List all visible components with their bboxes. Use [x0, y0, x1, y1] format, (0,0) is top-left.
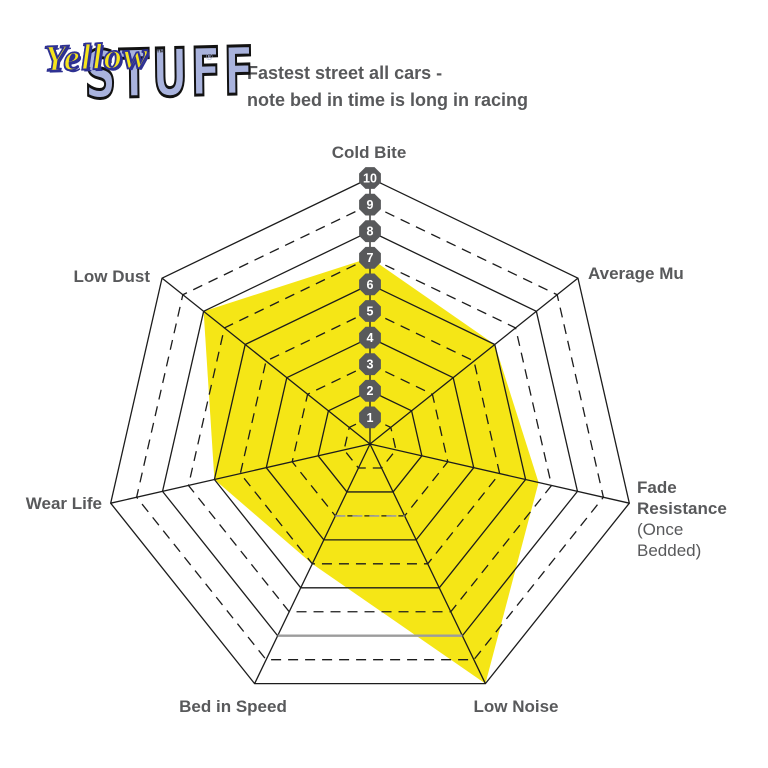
chart-title-line1: Fastest street all cars - — [247, 63, 443, 83]
scale-badge — [359, 273, 381, 296]
scale-badge — [359, 300, 381, 322]
axis-spoke — [369, 277, 579, 445]
axis-spoke — [369, 443, 630, 504]
scale-badge-number: 1 — [367, 411, 374, 425]
scale-badge — [359, 353, 381, 376]
grid-ring — [213, 283, 527, 589]
scale-badge-number: 4 — [367, 331, 374, 345]
scale-badge — [359, 193, 381, 216]
axis-spoke — [369, 443, 486, 684]
grid-ring — [187, 257, 553, 613]
scale-badge-number: 6 — [367, 278, 374, 292]
scale-badge-number: 9 — [367, 198, 374, 212]
scale-badge-number: 3 — [367, 358, 374, 372]
scale-badge — [359, 379, 381, 402]
chart-title-line2: note bed in time is long in racing — [247, 90, 529, 110]
axis-label-fade-sub: (Once Bedded) — [637, 520, 702, 560]
scale-badge-number: 7 — [367, 251, 374, 265]
logo-yellow-text: Yellow — [43, 34, 151, 80]
axis-label-fade-main: Fade Resistance — [637, 478, 727, 518]
scale-badge — [359, 246, 381, 269]
grid-ring — [109, 177, 631, 685]
axis-spoke — [161, 277, 371, 445]
axis-label-low-dust: Low Dust — [73, 267, 151, 286]
axis-label-wear-life: Wear Life — [25, 494, 102, 513]
data-polygon — [203, 257, 539, 684]
scale-badge-number: 10 — [363, 171, 377, 185]
axis-label-low-noise: Low Noise — [473, 697, 559, 716]
scale-badge-number: 2 — [367, 384, 374, 398]
axis-spoke — [254, 443, 371, 684]
axis-label-bed-in-speed: Bed in Speed — [179, 697, 287, 716]
scale-badge — [359, 220, 381, 243]
axis-label-cold-bite: Cold Bite — [331, 143, 407, 162]
grid-ring — [343, 416, 397, 469]
scale-badge — [359, 406, 381, 429]
trademark-symbol: ™ — [156, 48, 165, 58]
grid-ring — [317, 390, 423, 493]
chart-title: Fastest street all cars - note bed in ti… — [247, 60, 528, 114]
brand-logo: STUFF Yellow ™ ® — [38, 30, 259, 125]
grid-ring — [135, 203, 605, 661]
scale-badge-number: 8 — [367, 225, 374, 239]
registered-symbol: ® — [206, 52, 213, 62]
axis-label-average-mu: Average Mu — [588, 264, 684, 283]
grid-ring — [265, 336, 475, 541]
scale-badge — [359, 326, 381, 349]
scale-badge — [359, 167, 381, 189]
axis-spoke — [110, 443, 371, 504]
scale-badge-number: 5 — [367, 304, 374, 318]
axis-label-fade-resistance: Fade Resistance (Once Bedded) — [637, 477, 752, 561]
